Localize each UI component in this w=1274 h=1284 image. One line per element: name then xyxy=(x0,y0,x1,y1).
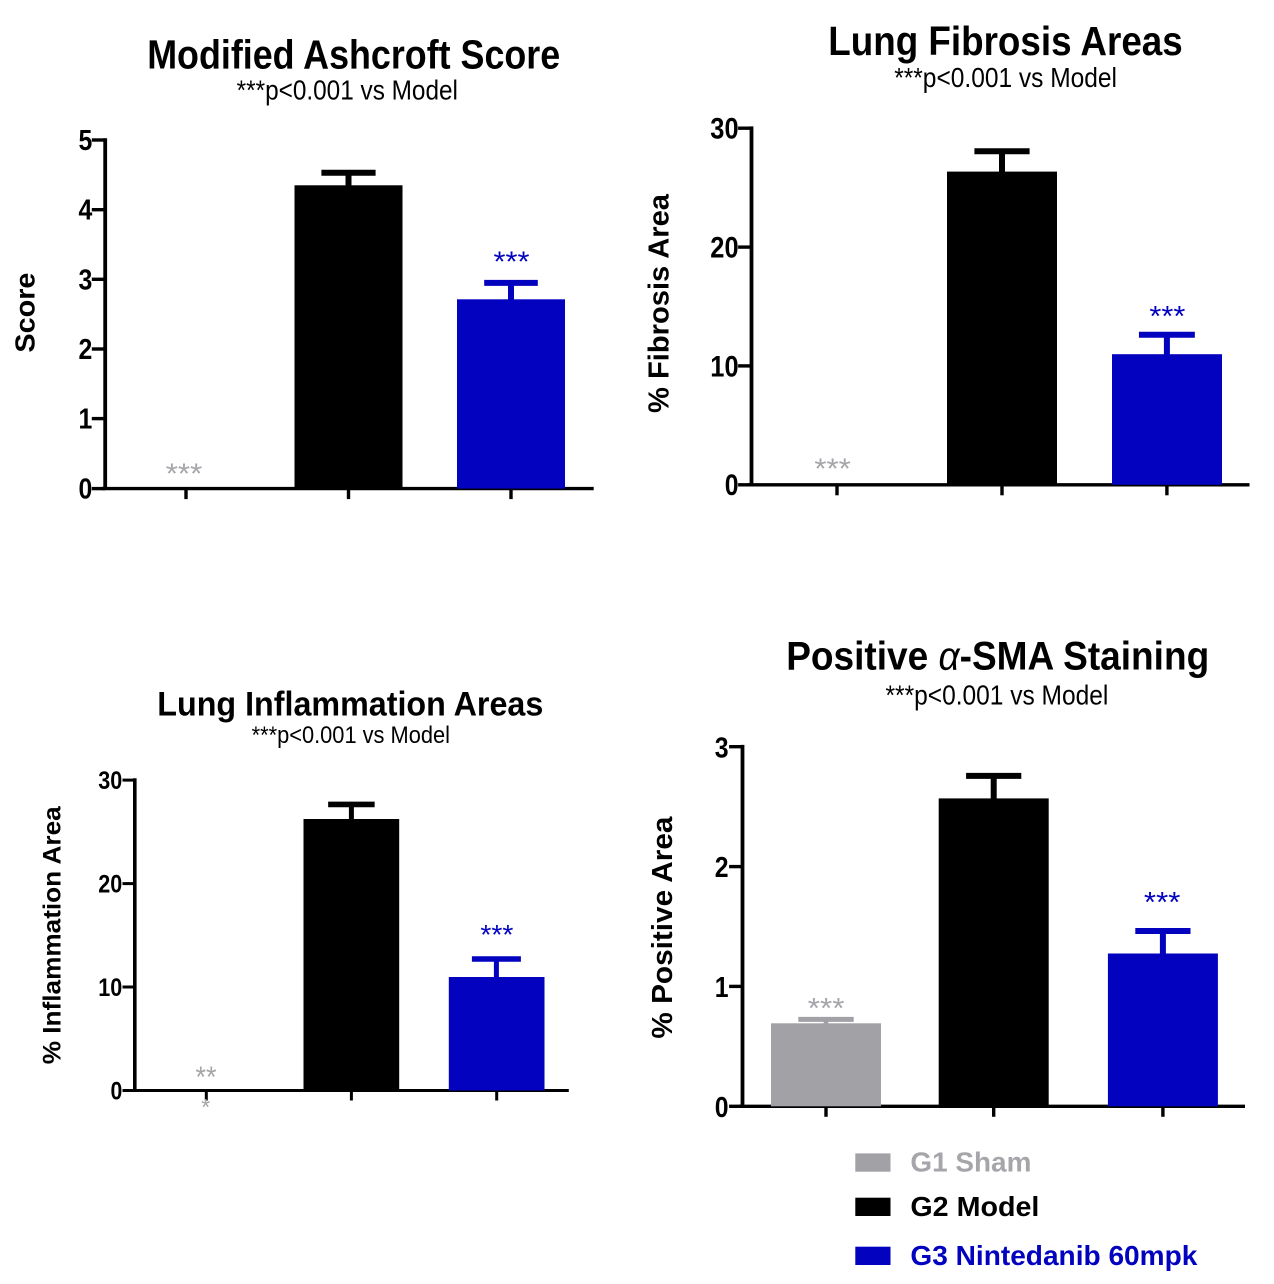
svg-text:**: ** xyxy=(196,1061,217,1094)
svg-text:***: *** xyxy=(494,247,530,279)
svg-text:2: 2 xyxy=(79,334,93,366)
svg-text:20: 20 xyxy=(98,872,122,899)
svg-text:***p<0.001 vs Model: ***p<0.001 vs Model xyxy=(237,74,458,105)
svg-text:3: 3 xyxy=(715,732,729,764)
svg-text:0: 0 xyxy=(725,469,739,502)
svg-text:3: 3 xyxy=(79,264,93,296)
svg-text:Positive α-SMA Staining: Positive α-SMA Staining xyxy=(786,635,1209,679)
svg-text:% Positive Area: % Positive Area xyxy=(646,816,678,1038)
svg-text:4: 4 xyxy=(79,195,93,227)
svg-text:***p<0.001 vs Model: ***p<0.001 vs Model xyxy=(252,722,450,749)
svg-text:Score: Score xyxy=(8,273,40,353)
svg-text:Modified Ashcroft Score: Modified Ashcroft Score xyxy=(147,31,560,77)
svg-text:0: 0 xyxy=(79,474,93,506)
svg-text:G3 Nintedanib 60mpk: G3 Nintedanib 60mpk xyxy=(910,1240,1198,1271)
svg-text:% Fibrosis Area: % Fibrosis Area xyxy=(642,194,674,413)
svg-text:20: 20 xyxy=(710,232,738,265)
svg-text:G2 Model: G2 Model xyxy=(910,1191,1039,1222)
svg-text:G1 Sham: G1 Sham xyxy=(910,1147,1031,1178)
svg-text:*: * xyxy=(201,1094,210,1120)
svg-text:% Inflammation Area: % Inflammation Area xyxy=(39,806,66,1064)
svg-text:30: 30 xyxy=(98,768,122,795)
svg-text:***: *** xyxy=(814,454,851,486)
svg-text:30: 30 xyxy=(710,113,738,146)
svg-text:1: 1 xyxy=(79,404,93,436)
svg-text:10: 10 xyxy=(98,975,122,1002)
svg-text:***: *** xyxy=(808,993,845,1025)
svg-text:***p<0.001 vs Model: ***p<0.001 vs Model xyxy=(894,62,1117,93)
svg-text:1: 1 xyxy=(715,972,729,1004)
svg-text:0: 0 xyxy=(715,1092,729,1124)
svg-text:***: *** xyxy=(1144,887,1181,919)
svg-text:***p<0.001 vs Model: ***p<0.001 vs Model xyxy=(886,680,1109,711)
svg-text:0: 0 xyxy=(111,1078,123,1105)
svg-text:***: *** xyxy=(166,458,203,490)
svg-text:Lung Inflammation Areas: Lung Inflammation Areas xyxy=(157,685,543,723)
svg-text:10: 10 xyxy=(710,350,738,383)
svg-text:***: *** xyxy=(480,919,513,950)
svg-text:***: *** xyxy=(1149,301,1185,333)
svg-text:5: 5 xyxy=(79,125,93,157)
svg-text:2: 2 xyxy=(715,852,729,884)
svg-text:Lung Fibrosis Areas: Lung Fibrosis Areas xyxy=(828,18,1183,64)
